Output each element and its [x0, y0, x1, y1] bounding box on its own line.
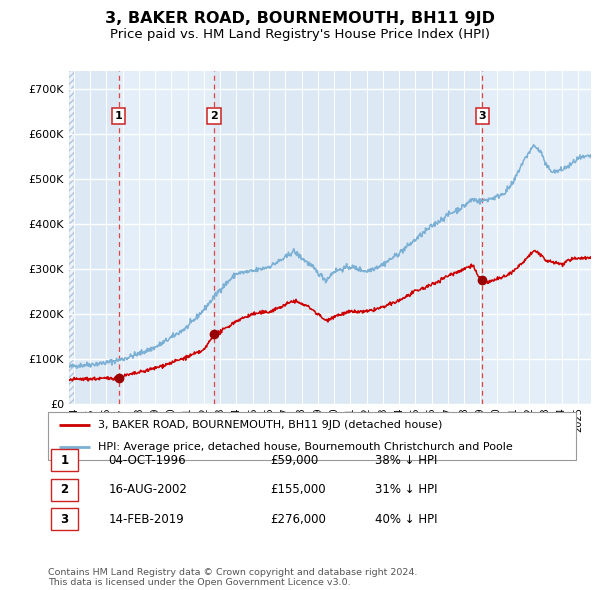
Bar [69, 71, 119, 404]
Bar [482, 71, 591, 404]
Text: 3, BAKER ROAD, BOURNEMOUTH, BH11 9JD: 3, BAKER ROAD, BOURNEMOUTH, BH11 9JD [105, 11, 495, 27]
Text: 38% ↓ HPI: 38% ↓ HPI [376, 454, 438, 467]
Text: HPI: Average price, detached house, Bournemouth Christchurch and Poole: HPI: Average price, detached house, Bour… [98, 442, 513, 452]
Text: 2: 2 [210, 111, 218, 121]
Text: 31% ↓ HPI: 31% ↓ HPI [376, 483, 438, 496]
Text: Price paid vs. HM Land Registry's House Price Index (HPI): Price paid vs. HM Land Registry's House … [110, 28, 490, 41]
FancyBboxPatch shape [50, 479, 78, 500]
FancyBboxPatch shape [48, 412, 576, 460]
Text: 2: 2 [61, 483, 68, 496]
Text: 04-OCT-1996: 04-OCT-1996 [109, 454, 187, 467]
Text: 3: 3 [61, 513, 68, 526]
Bar [119, 71, 214, 404]
Text: £155,000: £155,000 [270, 483, 325, 496]
Text: 16-AUG-2002: 16-AUG-2002 [109, 483, 188, 496]
Text: 14-FEB-2019: 14-FEB-2019 [109, 513, 184, 526]
Text: 3: 3 [479, 111, 486, 121]
Bar [214, 71, 482, 404]
Text: 1: 1 [61, 454, 68, 467]
Text: 1: 1 [115, 111, 122, 121]
FancyBboxPatch shape [50, 509, 78, 530]
Text: £276,000: £276,000 [270, 513, 326, 526]
FancyBboxPatch shape [50, 450, 78, 471]
Text: £59,000: £59,000 [270, 454, 318, 467]
Text: Contains HM Land Registry data © Crown copyright and database right 2024.
This d: Contains HM Land Registry data © Crown c… [48, 568, 418, 587]
Text: 40% ↓ HPI: 40% ↓ HPI [376, 513, 438, 526]
Text: 3, BAKER ROAD, BOURNEMOUTH, BH11 9JD (detached house): 3, BAKER ROAD, BOURNEMOUTH, BH11 9JD (de… [98, 420, 443, 430]
